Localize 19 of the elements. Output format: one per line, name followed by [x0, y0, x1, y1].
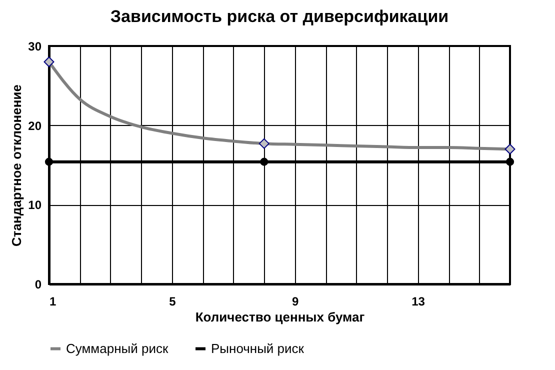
legend-label: Рыночный риск [211, 340, 304, 356]
x-tick-label: 13 [412, 294, 426, 308]
point [506, 158, 514, 166]
point [258, 138, 270, 149]
y-tick-label: 10 [28, 198, 42, 212]
y-tick-label: 30 [28, 40, 42, 54]
point [44, 158, 54, 166]
point [260, 158, 268, 166]
chart-title: Зависимость риска от диверсификации [110, 7, 449, 26]
y-axis-title: Стандартное отклонение [9, 84, 24, 246]
legend-label: Суммарный риск [66, 340, 168, 356]
x-tick-label: 1 [50, 294, 56, 308]
point [44, 56, 54, 68]
x-tick-label: 5 [169, 294, 176, 308]
y-tick-label: 20 [28, 118, 42, 133]
point [504, 144, 516, 154]
y-tick-label: 0 [34, 278, 42, 292]
x-axis-title: Количество ценных бумаг [195, 310, 366, 324]
x-tick-label: 9 [292, 294, 300, 308]
